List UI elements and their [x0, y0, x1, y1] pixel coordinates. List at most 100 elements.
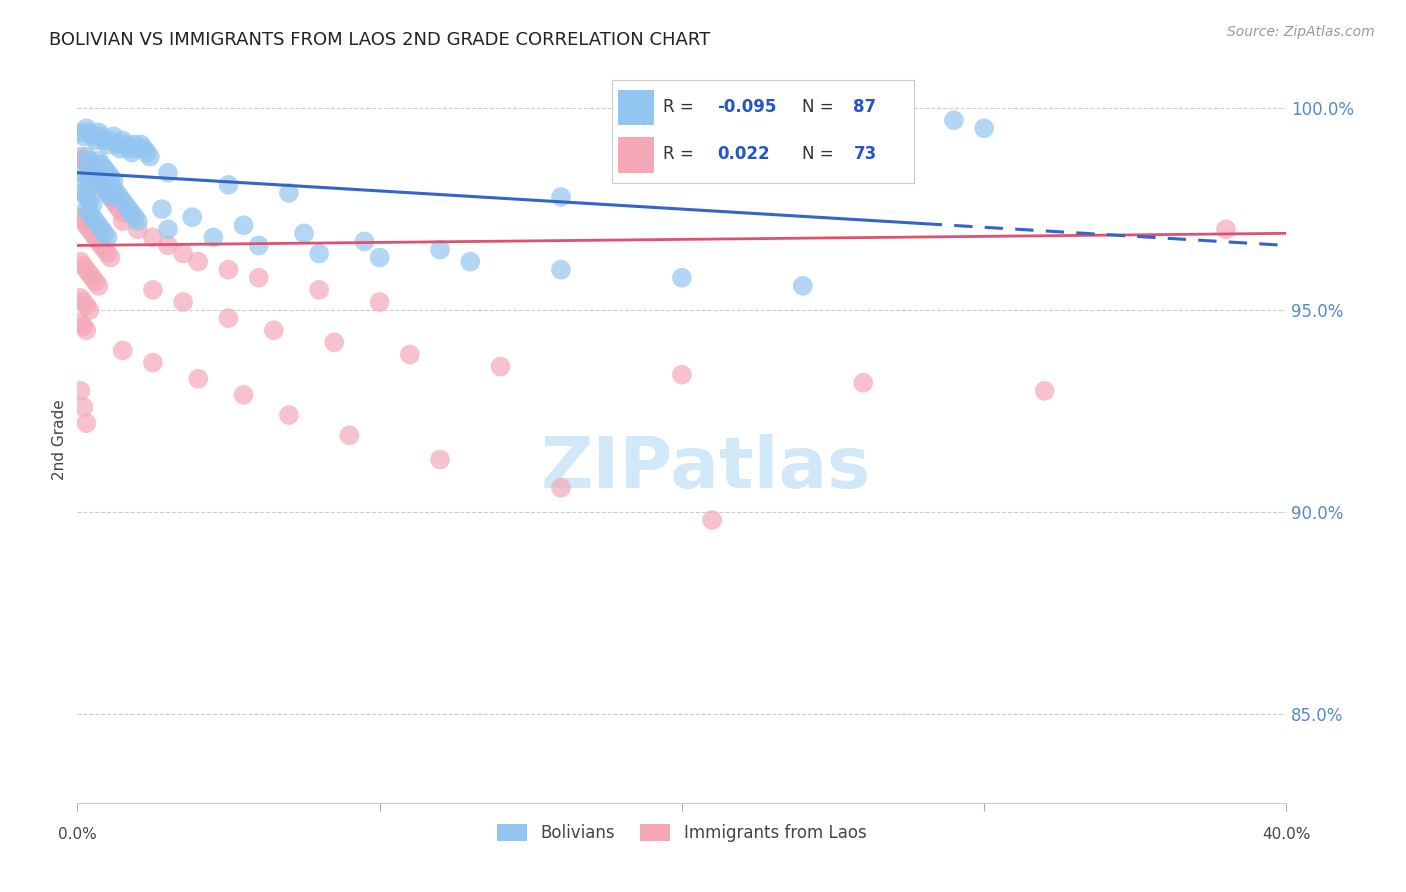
Point: [75, 169, 97, 184]
Bar: [617, 89, 654, 126]
Point: [79, 125, 101, 139]
Point: [118, 202, 141, 216]
Point: [82, 227, 104, 241]
Point: [139, 150, 162, 164]
Point: [72, 259, 94, 273]
Point: [105, 198, 128, 212]
Point: [157, 166, 180, 180]
Point: [232, 219, 254, 233]
Point: [292, 227, 315, 241]
Point: [103, 194, 125, 208]
Point: [1215, 222, 1237, 236]
Point: [90, 158, 112, 172]
Point: [111, 194, 134, 208]
Point: [111, 343, 134, 358]
Point: [75, 416, 97, 430]
Point: [82, 166, 104, 180]
Point: [157, 222, 180, 236]
Point: [127, 222, 149, 236]
Point: [96, 186, 118, 200]
Point: [105, 137, 128, 152]
Point: [142, 230, 165, 244]
Point: [942, 113, 965, 128]
Point: [218, 178, 240, 192]
Point: [263, 323, 285, 337]
Point: [96, 166, 118, 180]
Point: [90, 222, 112, 236]
Point: [129, 137, 152, 152]
Point: [87, 278, 110, 293]
Text: N =: N =: [801, 98, 839, 116]
Point: [124, 137, 146, 152]
Point: [368, 251, 391, 265]
Point: [127, 214, 149, 228]
Point: [121, 145, 143, 160]
Point: [75, 202, 97, 216]
Text: 73: 73: [853, 145, 877, 163]
Point: [429, 243, 451, 257]
Point: [84, 133, 107, 147]
Point: [105, 186, 128, 200]
Point: [458, 254, 481, 268]
Point: [69, 150, 91, 164]
Point: [108, 190, 131, 204]
Point: [142, 355, 165, 369]
Point: [124, 210, 146, 224]
Point: [671, 270, 693, 285]
Point: [100, 133, 122, 147]
Y-axis label: 2nd Grade: 2nd Grade: [52, 399, 67, 480]
Text: 0.022: 0.022: [717, 145, 770, 163]
Point: [181, 210, 204, 224]
Point: [550, 262, 572, 277]
Point: [278, 408, 301, 422]
Point: [96, 246, 118, 260]
Legend: Bolivians, Immigrants from Laos: Bolivians, Immigrants from Laos: [491, 817, 873, 849]
Point: [187, 372, 209, 386]
Point: [82, 198, 104, 212]
Point: [69, 254, 91, 268]
Point: [399, 347, 422, 361]
Point: [702, 513, 724, 527]
Point: [79, 161, 101, 176]
Point: [172, 246, 194, 260]
Point: [79, 174, 101, 188]
Point: [100, 251, 122, 265]
Point: [142, 283, 165, 297]
Point: [671, 368, 693, 382]
Point: [82, 270, 104, 285]
Point: [93, 182, 115, 196]
Point: [72, 186, 94, 200]
Point: [100, 169, 122, 184]
Point: [353, 235, 375, 249]
Point: [247, 238, 270, 252]
Text: N =: N =: [801, 145, 839, 163]
Point: [187, 254, 209, 268]
Text: R =: R =: [664, 145, 699, 163]
Point: [79, 194, 101, 208]
Point: [79, 206, 101, 220]
Point: [118, 142, 141, 156]
Point: [96, 137, 118, 152]
Text: BOLIVIAN VS IMMIGRANTS FROM LAOS 2ND GRADE CORRELATION CHART: BOLIVIAN VS IMMIGRANTS FROM LAOS 2ND GRA…: [49, 31, 710, 49]
Point: [308, 246, 330, 260]
Point: [79, 222, 101, 236]
Point: [87, 174, 110, 188]
Point: [72, 319, 94, 334]
Point: [96, 186, 118, 200]
Point: [114, 137, 136, 152]
Point: [127, 142, 149, 156]
Point: [84, 169, 107, 184]
Point: [75, 262, 97, 277]
Point: [852, 376, 875, 390]
Point: [218, 262, 240, 277]
Point: [337, 428, 360, 442]
Point: [93, 182, 115, 196]
Point: [72, 400, 94, 414]
Point: [75, 190, 97, 204]
Point: [103, 174, 125, 188]
Point: [82, 158, 104, 172]
Point: [69, 182, 91, 196]
Point: [323, 335, 346, 350]
Text: Source: ZipAtlas.com: Source: ZipAtlas.com: [1227, 25, 1375, 39]
Point: [103, 182, 125, 196]
